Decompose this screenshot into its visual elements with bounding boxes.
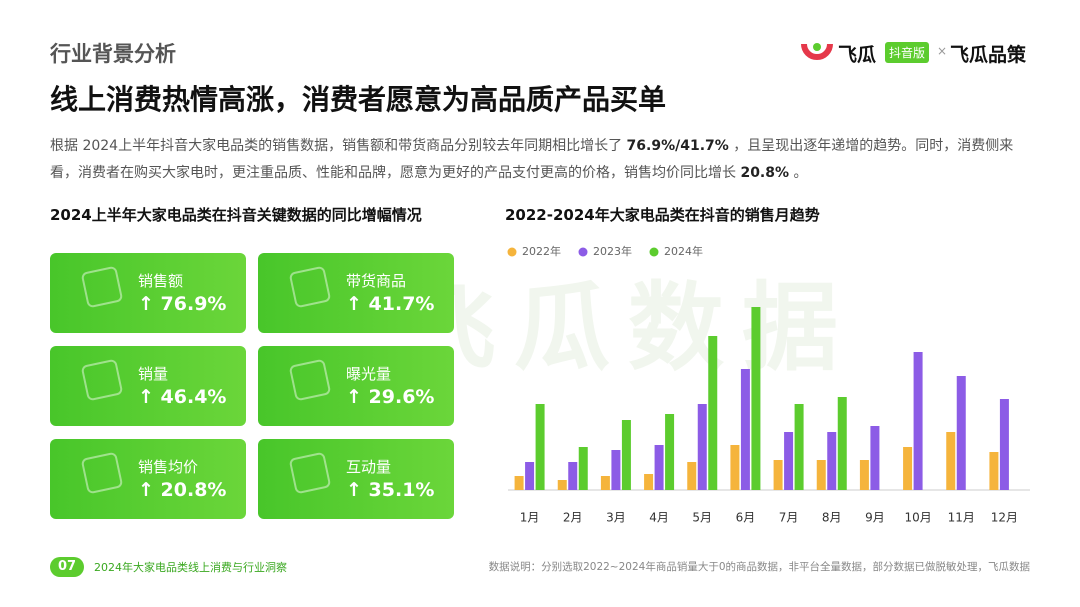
logo-brand: 飞瓜 [838, 44, 877, 66]
legend-marker [578, 247, 588, 257]
x-tick-label: 4月 [649, 511, 669, 525]
metric-card: 互动量 ↑ 35.1% [258, 439, 454, 519]
card-value: ↑ 41.7% [346, 293, 435, 315]
bar [535, 404, 545, 490]
metric-card: 销量 ↑ 46.4% [50, 346, 246, 426]
bar [514, 476, 524, 490]
logo-icon [800, 38, 834, 64]
intro-paragraph: 根据 2024上半年抖音大家电品类的销售数据，销售额和带货商品分别较去年同期相比… [50, 133, 1035, 187]
card-label: 曝光量 [346, 365, 392, 383]
card-label: 互动量 [346, 458, 392, 476]
x-tick-label: 8月 [822, 511, 842, 525]
x-tick-label: 6月 [736, 511, 756, 525]
x-tick-label: 12月 [991, 511, 1018, 525]
report-name: 2024年大家电品类线上消费与行业洞察 [94, 561, 287, 574]
bar [600, 476, 610, 490]
logo-mark [801, 43, 833, 60]
card-icon [288, 358, 332, 402]
legend-marker [507, 247, 517, 257]
bar [946, 432, 956, 490]
x-tick-label: 11月 [948, 511, 975, 525]
card-label: 销售均价 [138, 458, 199, 476]
card-value: ↑ 29.6% [346, 386, 435, 408]
bar [697, 404, 707, 490]
text: ，且呈现出逐年递增的趋势。同时，消费侧来看，消费者在购买大家电时，更注重品质、性… [50, 138, 1014, 181]
bar [999, 399, 1009, 490]
bar [913, 352, 923, 490]
bar [784, 432, 794, 490]
card-value: ↑ 35.1% [346, 479, 435, 501]
legend-marker [649, 247, 659, 257]
text: 。 [789, 165, 808, 181]
card-icon [80, 358, 124, 402]
card-label: 带货商品 [346, 272, 407, 290]
bar [644, 474, 654, 490]
bar [816, 460, 826, 490]
metric-card: 销售额 ↑ 76.9% [50, 253, 246, 333]
bar [827, 432, 837, 490]
bar [870, 426, 880, 490]
bar [708, 336, 718, 490]
logo-badge: 抖音版 [885, 42, 930, 63]
chart: 2022年 2023年 2024年 1月 2月 3月 4月 5月 6月 7月 8月 9月 10月 11月 1… [507, 244, 1030, 525]
legend-label: 2024年 [664, 244, 703, 258]
card-value: ↑ 20.8% [138, 479, 227, 501]
bar [751, 307, 761, 490]
page-number: 07 [50, 557, 84, 577]
x-tick-label: 1月 [520, 511, 540, 525]
metric-card: 曝光量 ↑ 29.6% [258, 346, 454, 426]
bar [525, 462, 535, 490]
bar [956, 376, 966, 490]
logo-partner: 飞瓜品策 [950, 44, 1027, 66]
card-icon [288, 265, 332, 309]
card-icon [80, 265, 124, 309]
card-icon [288, 451, 332, 495]
bar [611, 450, 621, 490]
section-label: 行业背景分析 [50, 42, 176, 66]
card-label: 销量 [138, 365, 169, 383]
card-value: ↑ 76.9% [138, 293, 227, 315]
x-tick-label: 10月 [904, 511, 931, 525]
bar [568, 462, 578, 490]
legend-label: 2022年 [522, 244, 561, 258]
bar [665, 414, 675, 490]
highlight: 20.8% [740, 165, 790, 181]
card-icon [80, 451, 124, 495]
bar [989, 452, 999, 490]
card-value: ↑ 46.4% [138, 386, 227, 408]
bar [557, 480, 567, 490]
x-tick-label: 9月 [865, 511, 885, 525]
bar [687, 462, 697, 490]
bar [903, 447, 913, 490]
metric-card: 销售均价 ↑ 20.8% [50, 439, 246, 519]
bar [578, 447, 588, 490]
watermark: 飞瓜数据 [400, 272, 856, 384]
metric-card: 带货商品 ↑ 41.7% [258, 253, 454, 333]
data-note: 数据说明：分别选取2022~2024年商品销量大于0的商品数据，非平台全量数据，… [488, 561, 1030, 573]
logo-cross: × [937, 44, 948, 58]
highlight: 76.9%/41.7% [626, 138, 729, 154]
bar [740, 369, 750, 490]
bar [837, 397, 847, 490]
bar [794, 404, 804, 490]
chart-title: 2022-2024年大家电品类在抖音的销售月趋势 [505, 206, 820, 224]
legend-label: 2023年 [593, 244, 632, 258]
bar [773, 460, 783, 490]
page-title: 线上消费热情高涨，消费者愿意为高品质产品买单 [50, 83, 667, 116]
bar [859, 460, 869, 490]
text: 根据 2024上半年抖音大家电品类的销售数据，销售额和带货商品分别较去年同期相比… [50, 138, 627, 154]
x-tick-label: 7月 [779, 511, 799, 525]
bar [654, 445, 664, 490]
card-label: 销售额 [138, 272, 184, 290]
x-tick-label: 2月 [563, 511, 583, 525]
bar [730, 445, 740, 490]
bar [621, 420, 631, 490]
cards-title: 2024上半年大家电品类在抖音关键数据的同比增幅情况 [50, 206, 422, 224]
x-tick-label: 3月 [606, 511, 626, 525]
x-tick-label: 5月 [692, 511, 712, 525]
